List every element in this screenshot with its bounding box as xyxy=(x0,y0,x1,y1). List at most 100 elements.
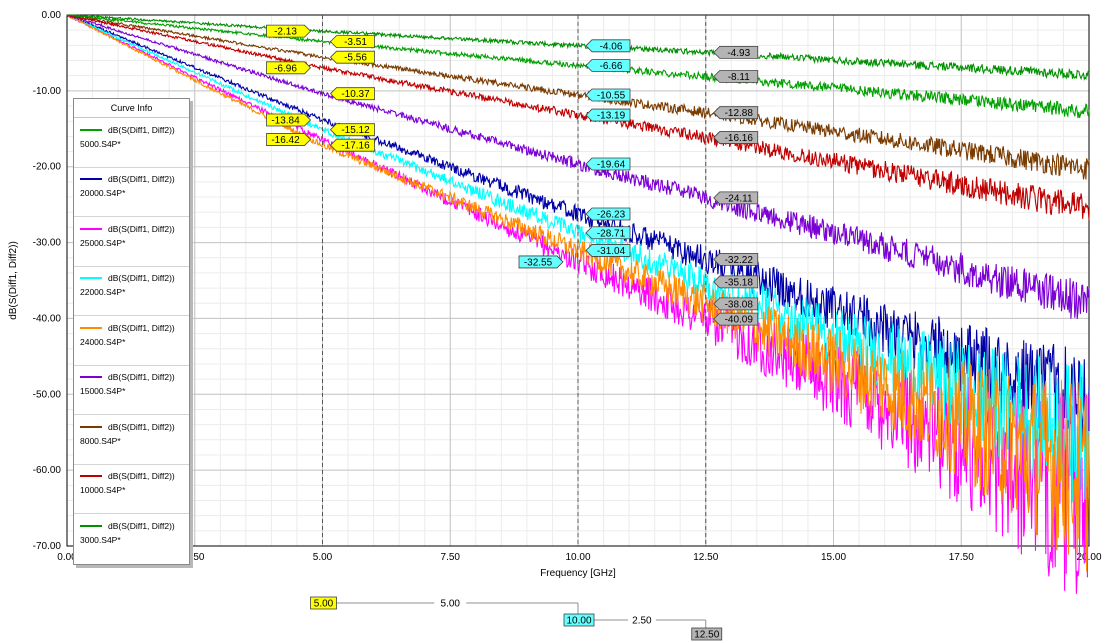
legend-series-name: 22000.S4P* xyxy=(80,287,126,298)
legend-swatch xyxy=(80,524,102,527)
legend-swatch xyxy=(80,326,102,329)
svg-text:-2.13: -2.13 xyxy=(274,27,297,38)
svg-text:-10.37: -10.37 xyxy=(341,89,370,100)
svg-text:-31.04: -31.04 xyxy=(597,246,626,257)
svg-text:-13.19: -13.19 xyxy=(597,111,626,122)
x-tick-label: 10.00 xyxy=(565,552,590,563)
svg-text:-32.22: -32.22 xyxy=(725,255,754,266)
svg-text:-28.71: -28.71 xyxy=(597,228,626,239)
x-tick-label: 12.50 xyxy=(693,552,718,563)
legend-swatch xyxy=(80,376,102,379)
marker-labels[interactable]: -2.13 -3.51 -5.56 -6.96 -10.37 -13.84 -15.12 -1… xyxy=(266,24,759,326)
legend-entry[interactable]: dB(S(Diff1, Diff2)) 10000.S4P* xyxy=(74,465,189,514)
legend-series-name: 15000.S4P* xyxy=(80,386,126,397)
marker-value-label[interactable]: -40.09 xyxy=(713,312,759,326)
y-tick-label: -50.00 xyxy=(33,389,62,400)
y-axis-label: dB(S(Diff1, Diff2)) xyxy=(8,241,19,320)
y-tick-label: -60.00 xyxy=(33,465,62,476)
marker-value-label[interactable]: -8.11 xyxy=(713,70,759,84)
svg-text:-19.64: -19.64 xyxy=(597,159,626,170)
legend-swatch xyxy=(80,128,102,131)
legend-swatch xyxy=(80,425,102,428)
svg-text:-38.08: -38.08 xyxy=(725,299,754,310)
marker-value-label[interactable]: -16.16 xyxy=(713,131,759,145)
delta-value: 5.00 xyxy=(441,599,461,610)
marker-value-label[interactable]: -3.51 xyxy=(329,35,375,49)
marker-value-label[interactable]: -16.42 xyxy=(266,133,312,147)
x-tick-label: 15.00 xyxy=(821,552,846,563)
legend-entry[interactable]: dB(S(Diff1, Diff2)) 22000.S4P* xyxy=(74,267,189,316)
svg-text:10.00: 10.00 xyxy=(566,616,591,627)
delta-value-bg xyxy=(434,596,467,610)
marker-value-label[interactable]: -5.56 xyxy=(329,50,375,64)
legend-series-name: 3000.S4P* xyxy=(80,534,121,545)
legend-rows: dB(S(Diff1, Diff2)) 5000.S4P* dB(S(Diff1, … xyxy=(74,118,189,564)
delta-mid-box: 10.00 xyxy=(563,613,595,627)
marker-value-label[interactable]: -6.96 xyxy=(266,61,312,75)
legend-swatch xyxy=(80,475,102,478)
svg-text:-5.56: -5.56 xyxy=(344,53,367,64)
x-tick-label: 20.00 xyxy=(1076,552,1101,563)
svg-text:-4.93: -4.93 xyxy=(727,48,750,59)
marker-value-label[interactable]: -13.19 xyxy=(585,108,631,122)
legend-entry[interactable]: dB(S(Diff1, Diff2)) 8000.S4P* xyxy=(74,415,189,465)
marker-value-label[interactable]: -28.71 xyxy=(585,226,631,240)
svg-text:12.50: 12.50 xyxy=(694,630,719,641)
legend-series-name: 5000.S4P* xyxy=(80,138,121,149)
legend-entry[interactable]: dB(S(Diff1, Diff2)) 25000.S4P* xyxy=(74,217,189,267)
legend-swatch xyxy=(80,277,102,280)
legend-expression: dB(S(Diff1, Diff2)) xyxy=(108,471,175,482)
svg-text:-13.84: -13.84 xyxy=(271,115,300,126)
marker-value-label[interactable]: -15.12 xyxy=(329,123,375,137)
legend-expression: dB(S(Diff1, Diff2)) xyxy=(108,273,175,284)
marker-value-label[interactable]: -38.08 xyxy=(713,297,759,311)
y-tick-label: -10.00 xyxy=(33,86,62,97)
legend-entry[interactable]: dB(S(Diff1, Diff2)) 20000.S4P* xyxy=(74,168,189,217)
marker-value-label[interactable]: -32.55 xyxy=(518,255,564,269)
legend-swatch xyxy=(80,227,102,230)
legend-expression: dB(S(Diff1, Diff2)) xyxy=(108,372,175,383)
marker-value-label[interactable]: -19.64 xyxy=(585,157,631,171)
marker-value-label[interactable]: -10.37 xyxy=(329,87,375,101)
marker-lines[interactable] xyxy=(322,15,707,546)
marker-value-label[interactable]: -12.88 xyxy=(713,106,759,120)
marker-value-label[interactable]: -24.11 xyxy=(713,191,759,205)
svg-text:-12.88: -12.88 xyxy=(725,108,754,119)
legend-entry[interactable]: dB(S(Diff1, Diff2)) 15000.S4P* xyxy=(74,366,189,415)
legend-entry[interactable]: dB(S(Diff1, Diff2)) 5000.S4P* xyxy=(74,118,189,168)
marker-delta-readout: 5.00 5.00 10.00 2.50 12.50 xyxy=(310,596,723,641)
svg-text:-24.11: -24.11 xyxy=(725,193,753,204)
y-tick-label: -40.00 xyxy=(33,313,62,324)
y-tick-label: -70.00 xyxy=(33,541,62,552)
legend-entry[interactable]: dB(S(Diff1, Diff2)) 3000.S4P* xyxy=(74,514,189,564)
marker-value-label[interactable]: -26.23 xyxy=(585,207,631,221)
marker-value-label[interactable]: -31.04 xyxy=(585,244,631,257)
marker-value-label[interactable]: -4.06 xyxy=(585,39,631,53)
marker-value-label[interactable]: -32.22 xyxy=(713,253,759,266)
curve-info-legend[interactable]: Curve Info dB(S(Diff1, Diff2)) 5000.S4P* d… xyxy=(73,98,190,565)
svg-text:-6.66: -6.66 xyxy=(600,61,623,72)
series-line xyxy=(66,14,1090,180)
svg-text:-15.12: -15.12 xyxy=(341,125,370,136)
svg-text:-16.16: -16.16 xyxy=(725,133,754,144)
svg-text:-40.09: -40.09 xyxy=(725,315,754,326)
legend-series-name: 24000.S4P* xyxy=(80,336,126,347)
x-axis-label: Frequency [GHz] xyxy=(540,568,616,579)
marker-value-label[interactable]: -13.84 xyxy=(266,113,312,127)
delta-value-bg xyxy=(627,613,656,627)
marker-value-label[interactable]: -35.18 xyxy=(713,275,759,289)
legend-entry[interactable]: dB(S(Diff1, Diff2)) 24000.S4P* xyxy=(74,316,189,366)
svg-text:-32.55: -32.55 xyxy=(524,257,553,268)
x-tick-label: 7.50 xyxy=(441,552,461,563)
legend-title: Curve Info xyxy=(74,99,189,118)
delta-end-box: 12.50 xyxy=(691,627,723,641)
marker-value-label[interactable]: -6.66 xyxy=(585,59,631,73)
marker-value-label[interactable]: -10.55 xyxy=(585,88,631,102)
svg-text:-26.23: -26.23 xyxy=(597,209,626,220)
marker-value-label[interactable]: -2.13 xyxy=(266,24,312,38)
svg-text:-10.55: -10.55 xyxy=(597,91,626,102)
marker-value-label[interactable]: -17.16 xyxy=(329,138,375,152)
marker-value-label[interactable]: -4.93 xyxy=(713,45,759,59)
x-tick-label: 2.50 xyxy=(185,552,205,563)
svg-text:-35.18: -35.18 xyxy=(725,277,754,288)
